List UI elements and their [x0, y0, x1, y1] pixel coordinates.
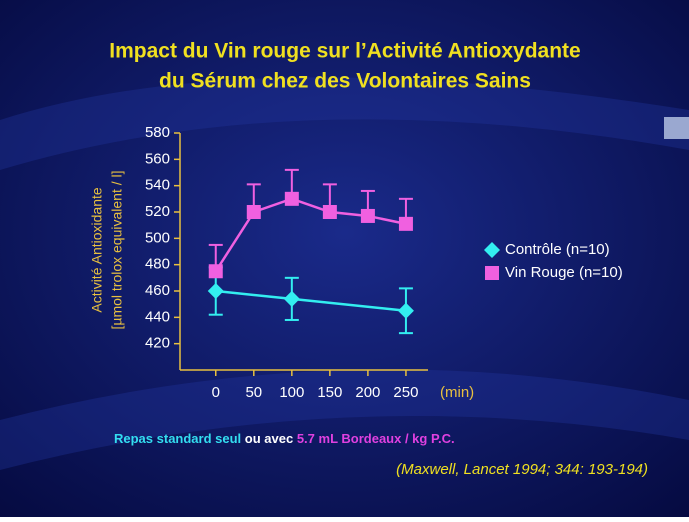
legend-label: Contrôle (n=10): [505, 241, 610, 258]
x-tick-label: 100: [279, 384, 304, 401]
data-point: [207, 283, 224, 299]
caption-part: Repas standard seul: [114, 431, 241, 446]
data-point: [322, 205, 337, 219]
y-tick-label: 440: [145, 308, 170, 325]
caption: Repas standard seul ou avec 5.7 mL Borde…: [114, 431, 455, 446]
y-tick-label: 580: [145, 124, 170, 141]
citation: (Maxwell, Lancet 1994; 344: 193-194): [396, 461, 648, 478]
y-tick-label: 520: [145, 203, 170, 220]
y-tick-label: 420: [145, 335, 170, 352]
x-tick-label: 250: [393, 384, 418, 401]
y-tick-label: 540: [145, 177, 170, 194]
slide-tab: [664, 117, 689, 139]
y-tick-label: 500: [145, 229, 170, 246]
title: du Sérum chez des Volontaires Sains: [159, 70, 531, 93]
x-tick-label: 150: [317, 384, 342, 401]
y-tick-label: 560: [145, 150, 170, 167]
caption-part: ou avec: [245, 431, 293, 446]
x-tick-label: 50: [245, 384, 262, 401]
data-point: [284, 191, 299, 206]
data-point: [283, 290, 300, 307]
y-tick-label: 460: [145, 282, 170, 299]
y-axis-label: Activité Antioxidante: [89, 187, 105, 313]
legend-label: Vin Rouge (n=10): [505, 264, 623, 281]
x-tick-label: 0: [212, 384, 220, 401]
title: Impact du Vin rouge sur l’Activité Antio…: [109, 40, 580, 63]
x-tick-label: 200: [355, 384, 380, 401]
data-point: [360, 208, 375, 223]
caption-part: 5.7 mL Bordeaux / kg P.C.: [297, 431, 455, 446]
legend-marker: [485, 266, 499, 280]
legend-marker: [484, 242, 500, 258]
plot: 420 440 460 480 500 520 540 560 580 0 50 100 150 200 2…: [145, 124, 623, 401]
data-point: [397, 302, 414, 319]
swirl: [0, 369, 689, 470]
swirl: [0, 77, 689, 170]
y-tick-label: 480: [145, 256, 170, 273]
y-axis-label: [µmol trolox equivalent / l]: [109, 170, 125, 329]
data-point: [246, 205, 261, 219]
data-point: [398, 216, 413, 231]
data-point: [208, 264, 223, 279]
x-axis-label: (min): [440, 384, 474, 401]
